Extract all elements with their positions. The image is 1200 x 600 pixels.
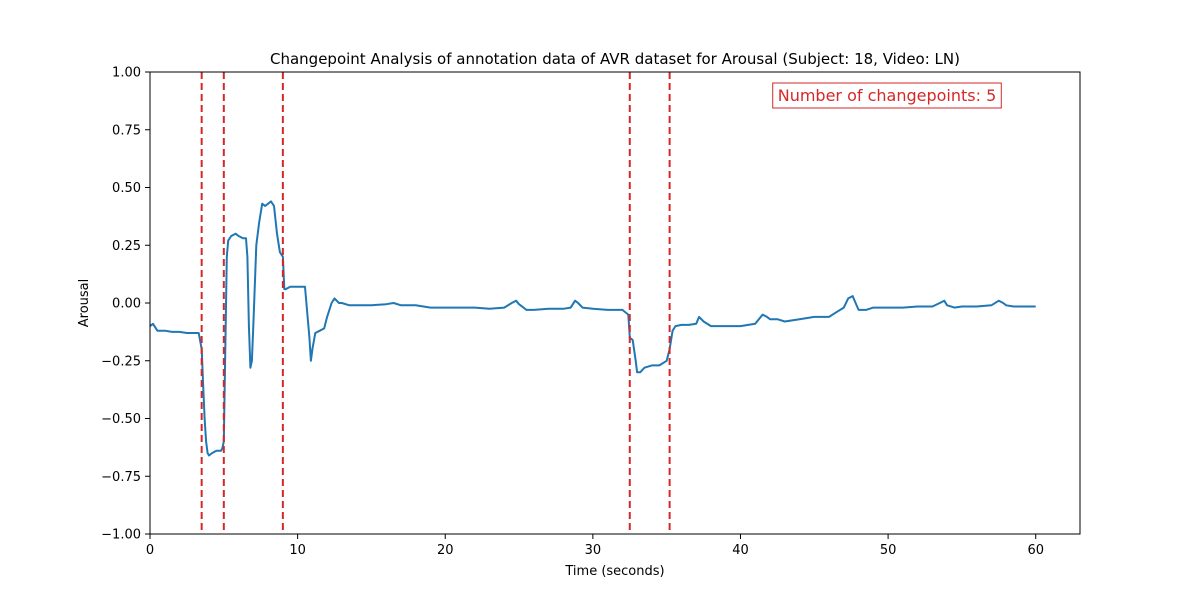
series-line-0	[149, 200, 1036, 457]
x-axis-label: Time (seconds)	[564, 564, 664, 579]
y-tick-label: 0.50	[112, 181, 141, 196]
x-tick-label: 10	[289, 543, 306, 558]
y-tick-label: 0.00	[112, 297, 141, 312]
x-tick-label: 40	[732, 543, 749, 558]
y-tick-label: −1.00	[101, 528, 141, 543]
y-tick-label: −0.25	[101, 354, 141, 369]
x-tick-label: 30	[585, 543, 602, 558]
x-tick-label: 60	[1027, 543, 1044, 558]
plot-area: 0 10 20 30 40 50 60 −1.00 −0.75 −0.50 −0.25 0.00 0.2…	[101, 66, 1081, 558]
y-tick-label: 1.00	[112, 66, 141, 81]
annotation-box	[772, 82, 1002, 109]
y-tick-label: 0.25	[112, 239, 141, 254]
x-tick-label: 50	[880, 543, 897, 558]
y-tick-label: 0.75	[112, 123, 141, 138]
changepoint-count-annotation: Number of changepoints: 5	[778, 86, 997, 105]
chart-title: Changepoint Analysis of annotation data …	[270, 50, 960, 68]
y-tick-label: −0.75	[101, 470, 141, 485]
y-tick-label: −0.50	[101, 412, 141, 427]
y-axis-label: Arousal	[77, 279, 92, 328]
x-tick-label: 20	[437, 543, 454, 558]
x-tick-label: 0	[146, 543, 154, 558]
